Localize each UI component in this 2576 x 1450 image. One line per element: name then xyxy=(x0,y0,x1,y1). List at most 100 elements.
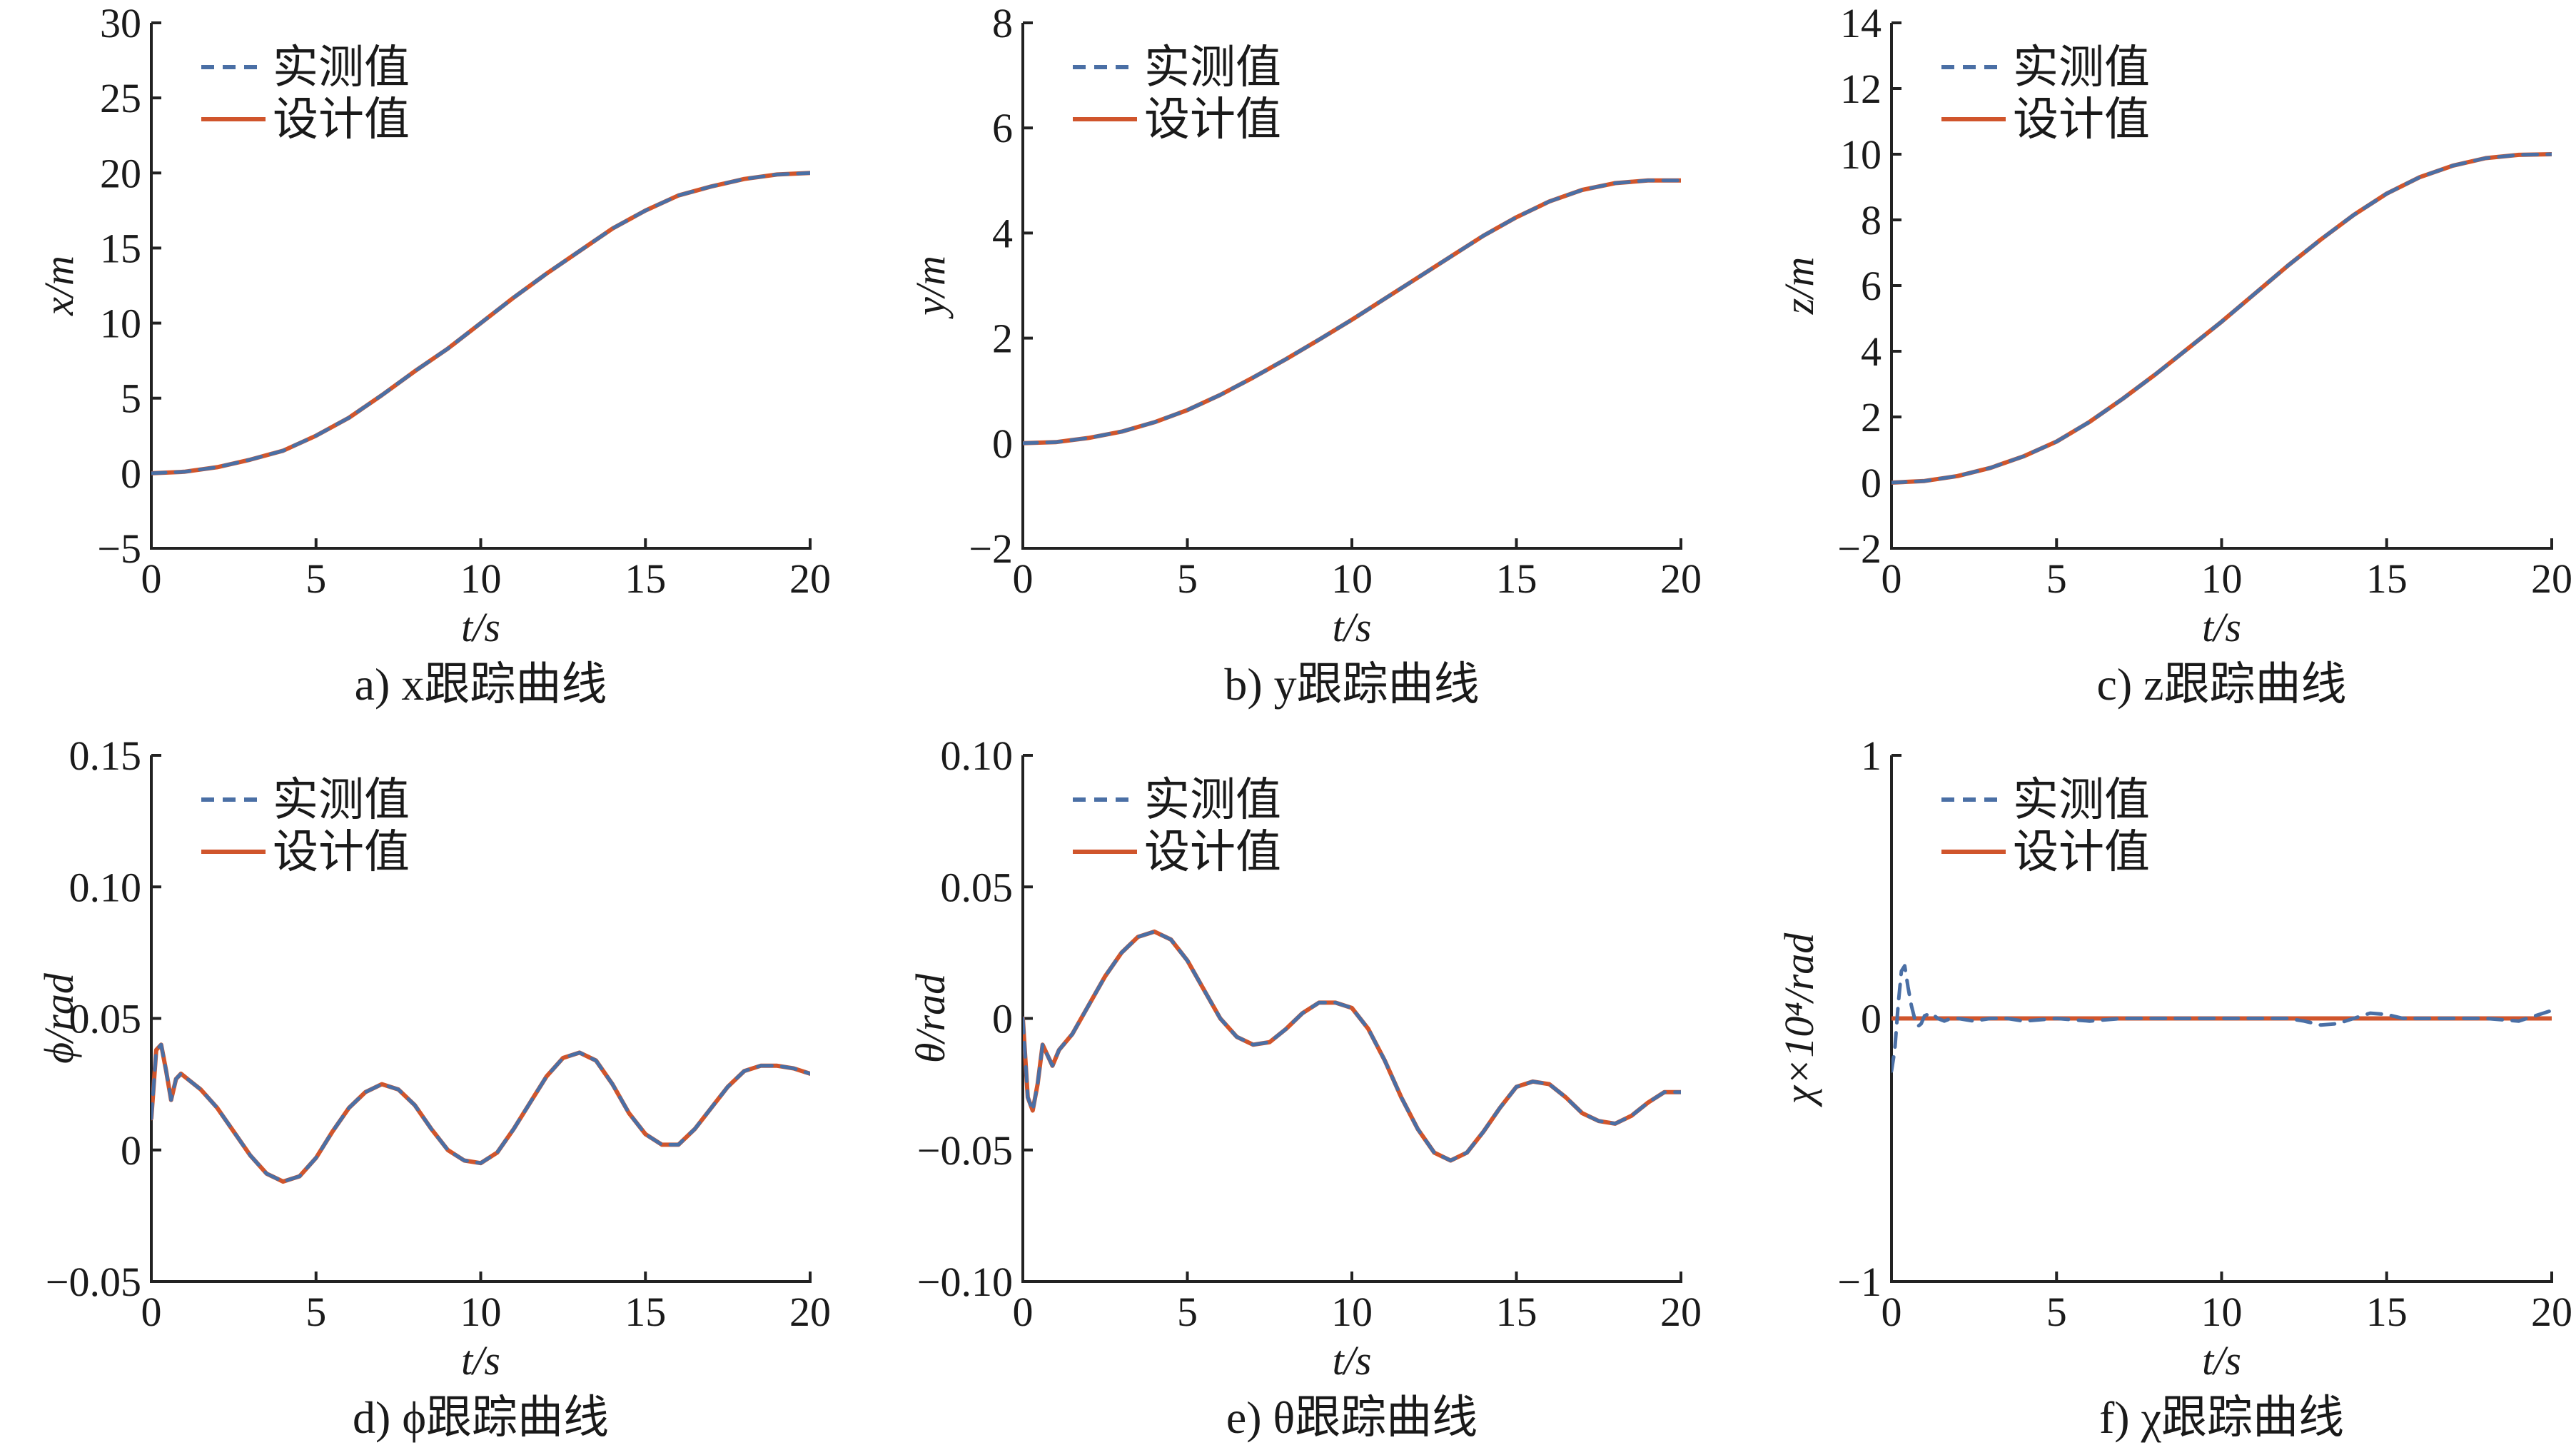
x-tick-label: 0 xyxy=(1013,1289,1034,1335)
axis-frame xyxy=(150,23,812,550)
x-tick-label: 0 xyxy=(141,555,162,602)
x-tick-label: 15 xyxy=(2366,1289,2408,1335)
panel-caption: e) θ跟踪曲线 xyxy=(1226,1392,1478,1443)
plot-area xyxy=(151,171,810,475)
y-axis-label: ϕ/rad xyxy=(36,972,82,1064)
plot-area xyxy=(151,1042,810,1184)
measured-series-line xyxy=(1891,964,2552,1073)
panel-e: 0 5 10 15 20 −0.10 −0.05 0 0.05 0.10 t/s θ/rad e) θ跟… xyxy=(907,732,1702,1443)
y-tick-label: −0.10 xyxy=(917,1259,1013,1305)
y-tick-label: 6 xyxy=(1861,263,1882,309)
y-tick-label: 0 xyxy=(1861,460,1882,506)
y-tick-label: 0 xyxy=(992,996,1013,1042)
y-tick-label: 0.10 xyxy=(941,732,1014,779)
x-tick-label: 20 xyxy=(1660,555,1702,602)
y-tick-label: 10 xyxy=(1840,131,1882,178)
x-tick-label: 10 xyxy=(1331,555,1373,602)
x-tick-label: 0 xyxy=(1882,555,1902,602)
measured-series-line xyxy=(1891,152,2552,485)
legend-label-measured: 实测值 xyxy=(1144,42,1281,93)
panel-caption: c) z跟踪曲线 xyxy=(2096,659,2346,710)
y-tick-label: 2 xyxy=(992,316,1013,362)
x-tick-label: 20 xyxy=(1660,1289,1702,1335)
measured-series-line xyxy=(1023,178,1681,445)
design-series-line xyxy=(1023,929,1681,1163)
plot-area xyxy=(1023,178,1681,445)
x-tick-label: 20 xyxy=(789,1289,831,1335)
y-axis-label: χ×10⁴/rad xyxy=(1776,932,1822,1108)
measured-series-line xyxy=(151,171,810,475)
axis-frame xyxy=(150,755,812,1283)
legend-label-measured: 实测值 xyxy=(2013,775,2150,825)
design-series-line xyxy=(1023,178,1681,445)
x-axis-label: t/s xyxy=(2202,604,2241,650)
y-axis-label: y/m xyxy=(907,256,954,319)
y-tick-label: −2 xyxy=(969,525,1013,572)
x-tick-label: 10 xyxy=(2201,555,2243,602)
panel-caption: d) ϕ跟踪曲线 xyxy=(353,1392,609,1443)
y-tick-label: 8 xyxy=(992,0,1013,46)
x-tick-label: 0 xyxy=(1882,1289,1902,1335)
y-tick-label: 0 xyxy=(121,450,141,497)
axis-frame xyxy=(1021,755,1682,1283)
x-axis-label: t/s xyxy=(2202,1337,2241,1384)
measured-series-line xyxy=(1023,930,1681,1162)
x-tick-label: 15 xyxy=(625,555,666,602)
y-tick-label: −0.05 xyxy=(46,1259,141,1305)
y-tick-label: 1 xyxy=(1861,732,1882,779)
plot-area xyxy=(1891,152,2552,485)
plot-area xyxy=(1023,929,1681,1163)
plot-area xyxy=(1891,964,2552,1073)
axis-frame xyxy=(1021,23,1682,550)
x-tick-label: 15 xyxy=(1496,555,1537,602)
legend-label-measured: 实测值 xyxy=(273,775,410,825)
design-series-line xyxy=(1891,152,2552,485)
x-tick-label: 5 xyxy=(305,1289,326,1335)
x-axis-label: t/s xyxy=(1333,1337,1372,1384)
x-tick-label: 20 xyxy=(2531,555,2572,602)
y-tick-label: −5 xyxy=(97,525,141,572)
legend-label-design: 设计值 xyxy=(1144,827,1281,877)
panel-caption: f) χ跟踪曲线 xyxy=(2099,1392,2344,1443)
x-tick-label: 5 xyxy=(2046,555,2067,602)
legend-label-measured: 实测值 xyxy=(2013,42,2150,93)
y-tick-label: 10 xyxy=(100,301,141,347)
measured-series-line xyxy=(151,1042,810,1184)
y-tick-label: 20 xyxy=(100,150,141,196)
y-tick-label: 30 xyxy=(100,0,141,46)
x-tick-label: 10 xyxy=(2201,1289,2243,1335)
y-tick-label: −2 xyxy=(1837,525,1882,572)
x-tick-label: 15 xyxy=(625,1289,666,1335)
x-axis-label: t/s xyxy=(1333,604,1372,650)
x-tick-label: 0 xyxy=(141,1289,162,1335)
y-tick-label: 15 xyxy=(100,225,141,271)
y-tick-label: 0.05 xyxy=(69,996,142,1042)
y-tick-label: 4 xyxy=(1861,328,1882,375)
x-tick-label: 10 xyxy=(460,1289,502,1335)
y-tick-label: 0 xyxy=(1861,996,1882,1042)
y-tick-label: 2 xyxy=(1861,394,1882,440)
x-tick-label: 5 xyxy=(2046,1289,2067,1335)
x-tick-label: 0 xyxy=(1013,555,1034,602)
legend-label-design: 设计值 xyxy=(2013,94,2150,145)
legend-label-measured: 实测值 xyxy=(273,42,410,93)
x-tick-label: 20 xyxy=(2531,1289,2572,1335)
y-axis-label: z/m xyxy=(1776,257,1822,316)
x-tick-label: 20 xyxy=(789,555,831,602)
y-tick-label: 0.05 xyxy=(941,864,1014,910)
y-tick-label: 12 xyxy=(1840,66,1882,112)
x-axis-label: t/s xyxy=(461,604,500,650)
y-tick-label: −1 xyxy=(1837,1259,1882,1305)
y-axis-label: x/m xyxy=(36,256,82,316)
y-tick-label: 0 xyxy=(992,421,1013,467)
